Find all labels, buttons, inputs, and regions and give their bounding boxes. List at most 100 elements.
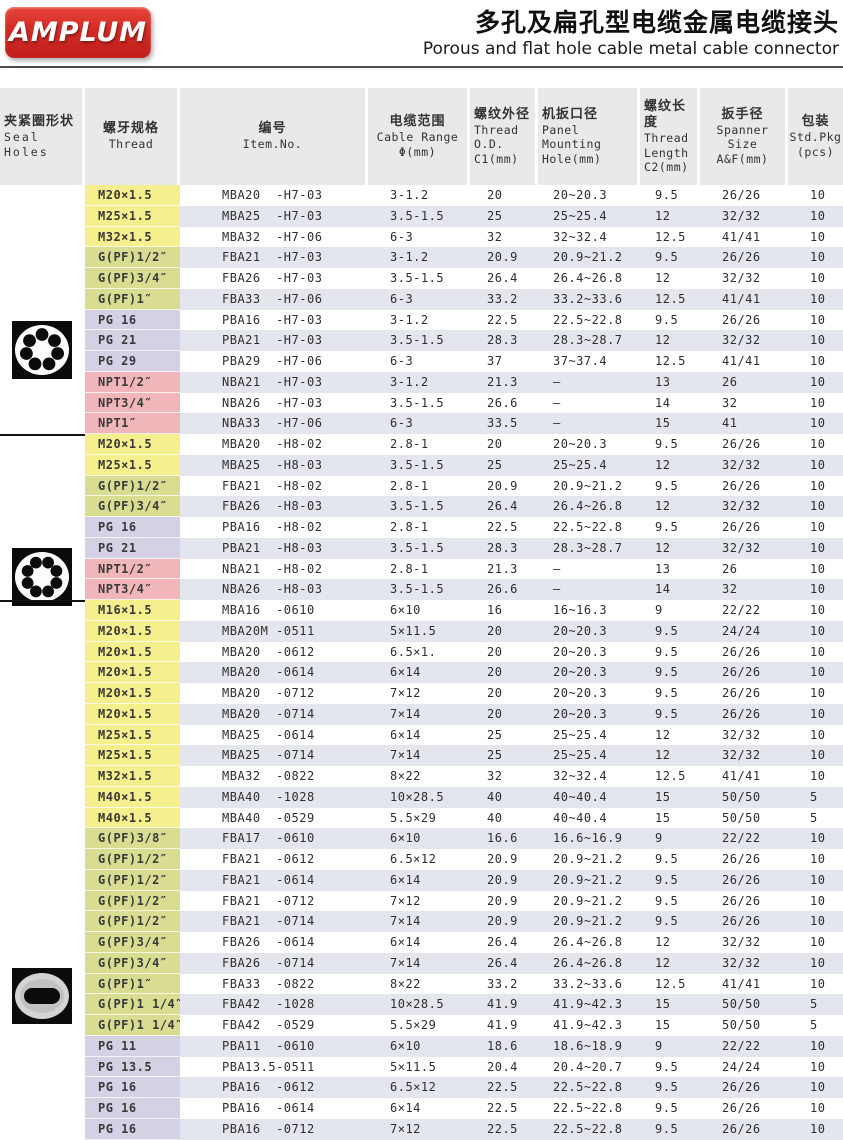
cell-c2: 9: [640, 1035, 700, 1057]
cell-c1: 41.9: [470, 994, 538, 1015]
cell-c2: 9.5: [655, 1059, 679, 1074]
cell-pkg: 10: [810, 1101, 826, 1115]
seal-column-cell: [0, 932, 85, 953]
cell-pkg: 5: [788, 994, 843, 1015]
cell-thread: NPT1/2″: [85, 558, 180, 580]
cell-c2: 12: [655, 727, 671, 742]
cell-c2: 12: [640, 330, 700, 351]
cell-spanner: 26/26: [700, 869, 788, 891]
page-titles: 多孔及扁孔型电缆金属电缆接头 Porous and flat hole cabl…: [423, 8, 839, 62]
seal-column-cell: [0, 289, 85, 310]
cell-thread: NPT3/4″: [85, 579, 180, 600]
cell-c2: 9.5: [655, 188, 679, 202]
cell-hole: 25~25.4: [538, 745, 640, 766]
table-row: G(PF)3/4″ FBA26 -0714 7×14 26.4 26.4~26.8 12 3…: [0, 952, 843, 974]
cell-c1: 28.3: [470, 537, 538, 559]
cell-cable: 6-3: [390, 229, 414, 244]
cell-pkg: 10: [810, 644, 826, 659]
cell-hole: 32~32.4: [553, 769, 608, 783]
cell-pkg: 10: [788, 952, 843, 974]
cell-cable: 6.5×12: [368, 1077, 470, 1098]
cell-item: PBA16 -H7-03: [222, 312, 323, 327]
amplum-logo-text: AMPLUM: [8, 17, 148, 48]
cell-item: FBA26 -0714: [180, 952, 368, 974]
cell-thread: G(PF)3/4″: [85, 496, 180, 517]
cell-c2: 12.5: [655, 769, 686, 783]
table-row: M20×1.5 MBA20M -0511 5×11.5 20 20~20.3 9.5 24/…: [0, 620, 843, 642]
cell-c1: 20.9: [470, 247, 538, 268]
cell-c2: 14: [640, 579, 700, 600]
cell-pkg: 10: [788, 869, 843, 891]
cell-thread: M16×1.5: [85, 600, 180, 621]
cell-cable: 10×28.5: [368, 994, 470, 1015]
cell-cable: 6.5×12: [390, 852, 437, 866]
seal-column-cell: [0, 1119, 85, 1140]
cell-item: PBA16 -0712: [180, 1118, 368, 1140]
cell-pkg: 5: [788, 786, 843, 808]
col-header-seal-holes: 夹紧圈形状 Seal Holes: [0, 88, 85, 185]
table-row: M20×1.5 MBA20 -0714 7×14 20 20~20.3 9.5 26/26 1…: [0, 703, 843, 725]
cell-c2: 13: [655, 561, 671, 576]
col-header-cable-range: 电缆范围 Cable Range Φ(mm): [368, 88, 470, 185]
col-header-zh: 螺纹长度: [644, 98, 687, 130]
cell-hole: 41.9~42.3: [553, 1018, 623, 1032]
cell-item: FBA21 -0712: [222, 893, 315, 908]
cell-c2: 9.5: [655, 893, 679, 908]
seal-column-cell: [0, 455, 85, 476]
cell-c2: 9.5: [655, 312, 679, 327]
cell-c2: 9.5: [655, 1101, 679, 1115]
cell-cable: 8×22: [390, 976, 421, 991]
cell-cable: 2.8-1: [390, 478, 429, 493]
cell-spanner: 32/32: [700, 454, 788, 476]
col-header-en: Std.Pkg (pcs): [789, 130, 842, 159]
table-row: G(PF)3/4″ FBA26 -H8-03 3.5-1.5 26.4 26.4~26.…: [0, 496, 843, 517]
cell-item: PBA21 -H8-03: [180, 537, 368, 559]
table-row: M25×1.5 MBA25 -H7-03 3.5-1.5 25 25~25.4 12 32/…: [0, 205, 843, 227]
table-row: M20×1.5 MBA20 -H7-03 3-1.2 20 20~20.3 9.5 26/2…: [0, 185, 843, 206]
cell-cable: 6-3: [368, 413, 470, 434]
cell-cable: 3-1.2: [368, 247, 470, 268]
cell-c1: 20.9: [470, 869, 538, 891]
cell-pkg: 10: [810, 354, 826, 368]
cell-c2: 9.5: [640, 247, 700, 268]
cell-c1: 22.5: [470, 1077, 538, 1098]
cell-hole: 20~20.3: [538, 662, 640, 683]
cell-hole: 32~32.4: [553, 229, 608, 244]
cell-item: PBA13.5-0511: [222, 1059, 315, 1074]
cell-thread: PG 29: [85, 351, 180, 372]
cell-hole: 26.4~26.8: [553, 935, 623, 949]
cell-thread: G(PF)1″: [85, 973, 180, 995]
cell-cable: 7×12: [368, 1118, 470, 1140]
cell-thread: M20×1.5: [85, 683, 180, 704]
cell-thread: PG 16: [85, 1118, 180, 1140]
cell-c2: 9.5: [640, 703, 700, 725]
cell-hole: 20.4~20.7: [553, 1059, 623, 1074]
cell-pkg: 10: [788, 579, 843, 600]
cell-thread: PG 21: [85, 537, 180, 559]
col-header-panel-hole: 机扳口径 Panel Mounting Hole(mm): [538, 88, 640, 185]
cell-pkg: 10: [810, 686, 826, 700]
cell-c1: 25: [487, 727, 503, 742]
cell-pkg: 10: [810, 229, 826, 244]
cell-item: MBA20 -0714: [180, 703, 368, 725]
cell-hole: 40~40.4: [538, 786, 640, 808]
cell-hole: 20~20.3: [553, 686, 608, 700]
cell-hole: 20.9~21.2: [538, 869, 640, 891]
cell-spanner: 32: [700, 579, 788, 600]
cell-hole: 20.9~21.2: [553, 852, 623, 866]
table-header-row: 夹紧圈形状 Seal Holes 螺牙规格 Thread 编号 Item.No.…: [0, 88, 843, 185]
cell-pkg: 10: [810, 935, 826, 949]
cell-thread: M32×1.5: [85, 766, 180, 787]
seal-column-cell: [0, 787, 85, 808]
cell-spanner: 41: [700, 413, 788, 434]
cell-thread: M20×1.5: [85, 434, 180, 455]
col-header-en: Thread Length C2(mm): [644, 131, 689, 174]
cell-item: MBA25 -0714: [180, 745, 368, 766]
catalog-table: 夹紧圈形状 Seal Holes 螺牙规格 Thread 编号 Item.No.…: [0, 88, 843, 1140]
cell-c2: 9.5: [640, 662, 700, 683]
cell-item: FBA42 -1028: [180, 994, 368, 1015]
cell-pkg: 10: [810, 478, 826, 493]
cell-thread: PG 21: [85, 330, 180, 351]
cell-spanner: 41/41: [700, 288, 788, 310]
cell-c1: 20.9: [487, 852, 518, 866]
